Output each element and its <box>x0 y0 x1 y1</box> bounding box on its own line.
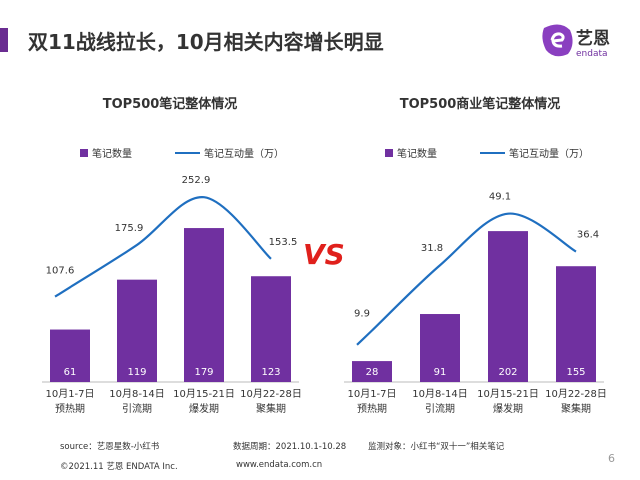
footer-source: source：艺恩星数-小红书 <box>60 442 160 452</box>
x-tick-label: 聚集期 <box>561 402 591 415</box>
bar-label: 28 <box>366 367 379 378</box>
x-tick-label: 爆发期 <box>493 402 523 415</box>
bar-label: 119 <box>127 367 146 378</box>
footer-period: 数据周期：2021.10.1-10.28 <box>233 442 347 452</box>
page-number: 6 <box>608 452 615 465</box>
footer-url[interactable]: www.endata.com.cn <box>236 460 323 470</box>
interaction-line <box>54 196 272 298</box>
x-tick-label: 10月15-21日 <box>173 388 235 400</box>
bar <box>488 231 528 382</box>
bar <box>251 276 291 382</box>
bar <box>420 314 460 382</box>
bar <box>50 329 90 382</box>
bar <box>117 279 157 382</box>
line-data-label: 31.8 <box>421 243 443 254</box>
x-tick-label: 聚集期 <box>256 402 286 415</box>
legend-bar-swatch <box>80 149 88 157</box>
x-tick-label: 10月1-7日 <box>45 388 94 400</box>
bar-label: 202 <box>498 367 517 378</box>
legend-line-label: 笔记互动量（万） <box>509 147 589 160</box>
line-data-label: 153.5 <box>269 237 298 248</box>
x-tick-label: 10月8-14日 <box>412 388 467 400</box>
page-title: 双11战线拉长，10月相关内容增长明显 <box>28 30 384 54</box>
x-tick-label: 10月1-7日 <box>347 388 396 400</box>
bar <box>352 361 392 382</box>
interaction-line <box>356 212 577 346</box>
x-tick-label: 10月15-21日 <box>477 388 539 400</box>
line-data-label: 9.9 <box>354 308 370 319</box>
x-tick-label: 预热期 <box>357 402 387 415</box>
legend-line-label: 笔记互动量（万） <box>204 147 284 160</box>
legend-bar-swatch <box>385 149 393 157</box>
line-data-label: 107.6 <box>46 265 75 276</box>
bar-label: 123 <box>261 367 280 378</box>
chart-title-left: TOP500笔记整体情况 <box>102 97 238 112</box>
x-tick-label: 爆发期 <box>189 402 219 415</box>
chart-left: 笔记数量 笔记互动量（万）6110月1-7日预热期11910月8-14日引流期17… <box>42 147 607 415</box>
bar-label: 155 <box>566 367 585 378</box>
chart-title-right: TOP500商业笔记整体情况 <box>399 97 561 112</box>
bar-label: 61 <box>64 367 77 378</box>
bar <box>184 228 224 382</box>
line-data-label: 49.1 <box>489 192 511 203</box>
svg-text:endata: endata <box>576 49 608 59</box>
x-tick-label: 引流期 <box>425 402 455 415</box>
vs-label: VS <box>303 238 345 271</box>
bar-label: 91 <box>434 367 447 378</box>
bar-label: 179 <box>194 367 213 378</box>
line-data-label: 252.9 <box>182 175 211 186</box>
x-tick-label: 引流期 <box>122 402 152 415</box>
legend-bar-label: 笔记数量 <box>397 147 437 160</box>
footer-copyright: ©2021.11 艺恩 ENDATA Inc. <box>60 462 178 472</box>
endata-logo: 艺恩 endata <box>542 24 610 59</box>
x-tick-label: 10月22-28日 <box>545 388 607 400</box>
bar <box>556 266 596 382</box>
svg-text:艺恩: 艺恩 <box>576 28 610 49</box>
x-tick-label: 预热期 <box>55 402 85 415</box>
x-tick-label: 10月22-28日 <box>240 388 302 400</box>
line-data-label: 175.9 <box>115 223 144 234</box>
footer-target: 监测对象：小红书“双十一”相关笔记 <box>368 442 505 452</box>
title-accent-bar <box>0 28 8 52</box>
x-tick-label: 10月8-14日 <box>109 388 164 400</box>
legend-bar-label: 笔记数量 <box>92 147 132 160</box>
line-data-label: 36.4 <box>577 230 599 241</box>
